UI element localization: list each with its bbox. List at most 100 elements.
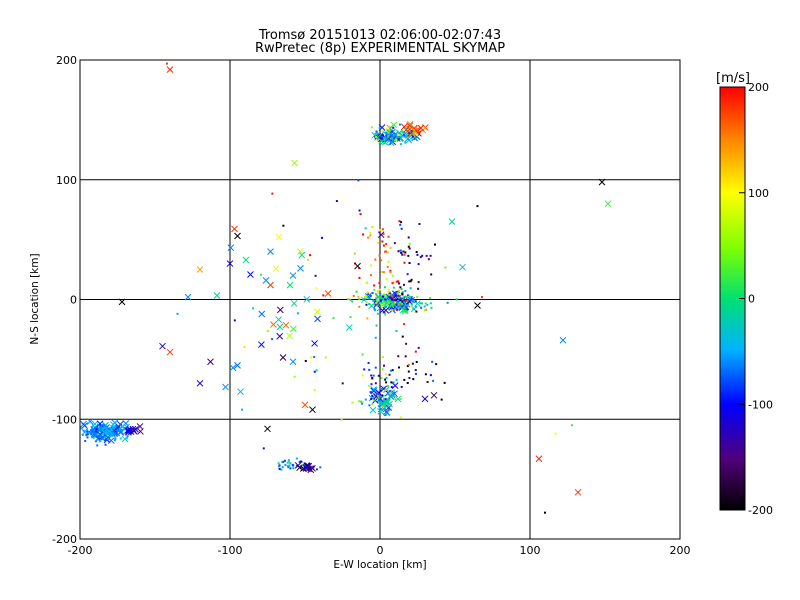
- data-point-dot: [397, 292, 400, 295]
- data-point-dot: [377, 374, 380, 377]
- data-point-x-marker: [276, 323, 284, 331]
- data-point-x-marker: [196, 379, 204, 387]
- data-point-x-marker: [289, 358, 297, 366]
- data-point-dot: [104, 443, 107, 446]
- data-point-x-marker: [276, 306, 284, 314]
- data-point-dot: [370, 126, 373, 129]
- data-point-dot: [394, 398, 397, 401]
- data-point-dot: [375, 136, 378, 139]
- data-point-dot: [374, 258, 377, 261]
- data-point-dot: [410, 296, 413, 299]
- data-point-x-marker: [574, 488, 582, 496]
- data-point-dot: [95, 434, 98, 437]
- data-point-dot: [387, 125, 390, 128]
- data-point-dot: [386, 134, 389, 137]
- data-point-dot: [358, 297, 361, 300]
- data-point-dot: [287, 466, 290, 469]
- data-point-dot: [426, 303, 429, 306]
- data-point-x-marker: [270, 321, 277, 328]
- data-point-x-marker: [166, 348, 174, 356]
- data-point-dot: [292, 467, 295, 470]
- axis-ticks: -200 -100 0 100 200 -200 -100 0 100 200: [52, 54, 690, 557]
- data-point-dot: [380, 270, 383, 273]
- data-point-dot: [352, 294, 355, 297]
- colorbar-tick-label: 200: [748, 81, 769, 94]
- data-point-dot: [395, 299, 398, 302]
- data-point-dot: [287, 459, 290, 462]
- data-point-dot: [405, 299, 408, 302]
- data-point-dot: [395, 378, 398, 381]
- data-point-dot: [408, 132, 411, 135]
- data-point-dot: [115, 424, 118, 427]
- data-point-x-marker: [81, 422, 88, 429]
- data-point-dot: [410, 303, 413, 306]
- data-point-x-marker: [391, 382, 399, 389]
- data-point-dot: [81, 433, 84, 436]
- data-point-dot: [98, 437, 101, 440]
- data-point-dot: [403, 323, 406, 326]
- data-point-dot: [315, 468, 318, 471]
- data-point-dot: [386, 265, 389, 268]
- data-point-dot: [375, 130, 378, 133]
- data-point-dot: [365, 281, 368, 284]
- data-point-dot: [378, 281, 381, 284]
- data-point-dot: [288, 464, 291, 467]
- data-point-dot: [319, 466, 322, 469]
- data-point-x-marker: [222, 383, 229, 391]
- data-point-x-marker: [226, 260, 234, 267]
- data-point-dot: [271, 338, 274, 341]
- data-point-x-marker: [237, 388, 244, 396]
- chart-title: Tromsø 20151013 02:06:00-02:07:43: [258, 28, 501, 43]
- data-point-dot: [282, 224, 285, 227]
- data-point-dot: [404, 127, 407, 130]
- data-point-dot: [374, 309, 377, 312]
- data-point-dot: [266, 330, 269, 333]
- data-point-x-marker: [372, 393, 380, 400]
- x-tick-label: 100: [520, 544, 541, 557]
- data-point-dot: [296, 312, 299, 315]
- data-point-dot: [387, 291, 390, 294]
- data-point-dot: [277, 462, 280, 465]
- data-point-dot: [417, 287, 420, 290]
- data-point-dot: [176, 312, 179, 315]
- data-point-dot: [429, 297, 432, 300]
- data-point-dot: [291, 463, 294, 466]
- colorbar-tick-label: 0: [748, 293, 755, 306]
- data-point-dot: [371, 377, 374, 380]
- data-point-dot: [359, 213, 362, 216]
- data-point-x-marker: [275, 233, 283, 241]
- data-point-x-marker: [377, 231, 385, 239]
- data-point-dot: [397, 289, 400, 292]
- data-point-dot: [347, 298, 350, 301]
- data-point-dot: [404, 355, 407, 358]
- data-point-dot: [432, 379, 435, 382]
- data-point-dot: [404, 295, 407, 298]
- data-point-dot: [110, 432, 113, 435]
- data-point-dot: [262, 447, 265, 450]
- data-point-dot: [259, 273, 262, 276]
- data-point-dot: [371, 225, 374, 228]
- data-point-x-marker: [91, 420, 99, 428]
- data-point-dot: [394, 294, 397, 297]
- data-point-dot: [361, 374, 364, 377]
- data-point-x-marker: [289, 272, 297, 279]
- data-point-x-marker: [290, 300, 298, 307]
- data-point-x-marker: [324, 290, 332, 297]
- data-point-dot: [373, 399, 376, 402]
- data-point-x-marker: [130, 427, 138, 435]
- data-point-x-marker: [387, 139, 395, 146]
- data-point-dot: [104, 438, 107, 441]
- data-point-dot: [369, 295, 372, 298]
- data-point-dot: [414, 372, 417, 375]
- data-point-dot: [382, 394, 385, 397]
- data-point-x-marker: [136, 423, 144, 430]
- data-point-dot: [309, 254, 312, 257]
- data-point-dot: [376, 296, 379, 299]
- data-point-dot: [399, 300, 402, 303]
- data-point-x-marker: [377, 408, 385, 415]
- data-point-dot: [358, 305, 361, 308]
- data-point-dot: [376, 132, 379, 135]
- data-point-dot: [405, 342, 408, 345]
- data-point-dot: [400, 297, 403, 300]
- data-point-dot: [85, 434, 88, 437]
